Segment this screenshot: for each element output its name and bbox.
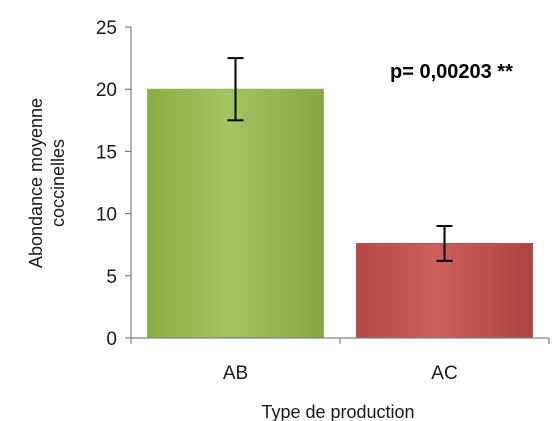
y-axis-title-line: coccinelles xyxy=(48,139,68,227)
y-tick-label: 0 xyxy=(106,329,117,350)
x-tick-label-ab: AB xyxy=(223,363,248,384)
y-tick-label: 10 xyxy=(96,205,117,226)
bar-ab xyxy=(147,88,324,339)
y-axis-title-line: Abondance moyenne xyxy=(26,98,46,268)
y-tick-label: 25 xyxy=(96,18,117,39)
y-tick-label: 20 xyxy=(96,80,117,101)
x-tick-label-ac: AC xyxy=(431,363,457,384)
y-tick-label: 5 xyxy=(106,267,117,288)
y-ticks-group: 0 5 10 15 20 25 xyxy=(96,18,131,350)
p-value-annotation: p= 0,00203 ** xyxy=(390,61,513,83)
x-ticks-group: AB AC xyxy=(130,338,550,384)
bars-group xyxy=(147,88,533,339)
error-bars-group xyxy=(227,57,453,262)
y-axis-title: Abondance moyenne coccinelles xyxy=(26,98,68,268)
x-axis-title: Type de production xyxy=(261,402,414,421)
y-tick-label: 15 xyxy=(96,142,117,163)
